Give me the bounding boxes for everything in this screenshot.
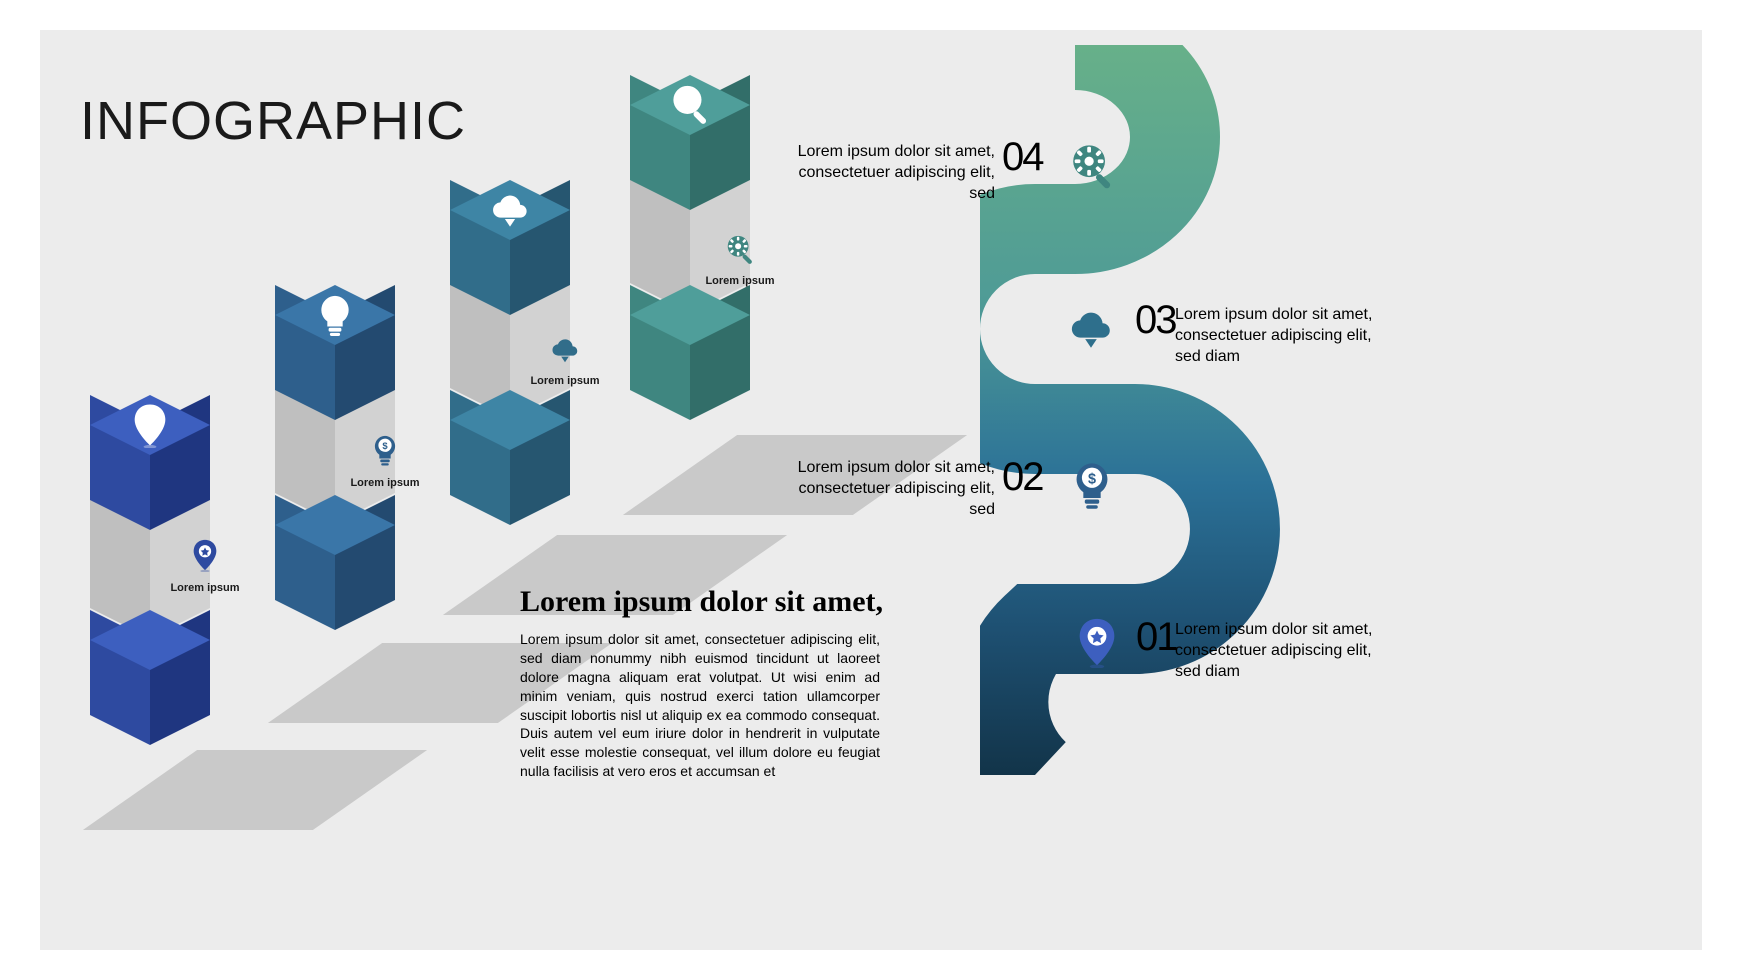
pin-star-icon <box>185 535 225 575</box>
cloud-icon <box>450 170 570 250</box>
cube <box>630 75 750 215</box>
bulb-dollar-icon <box>1065 458 1119 512</box>
step-number: 03 <box>1135 298 1176 343</box>
cube <box>630 285 750 425</box>
column-shadow <box>83 750 427 830</box>
bulb-dollar-icon <box>365 430 405 470</box>
body-heading: Lorem ipsum dolor sit amet, <box>520 585 883 619</box>
cloud-icon <box>545 330 585 370</box>
infographic-canvas: INFOGRAPHIC <box>40 30 1702 950</box>
cube <box>450 390 570 530</box>
bulb-dollar-icon <box>275 275 395 355</box>
mini-label: Lorem ipsum <box>160 582 250 594</box>
cube <box>275 285 395 425</box>
step-number: 02 <box>1002 455 1043 500</box>
cube <box>275 495 395 635</box>
step-text: Lorem ipsum dolor sit amet, consectetuer… <box>780 142 995 204</box>
step-number: 01 <box>1136 615 1177 660</box>
gear-search-icon <box>630 65 750 145</box>
step-text: Lorem ipsum dolor sit amet, consectetuer… <box>780 458 995 520</box>
mini-label: Lorem ipsum <box>520 375 610 387</box>
page-title: INFOGRAPHIC <box>80 90 466 152</box>
cube <box>90 610 210 750</box>
gear-search-icon <box>720 230 760 270</box>
cloud-icon <box>1064 302 1118 356</box>
step-number: 04 <box>1002 135 1043 180</box>
step-text: Lorem ipsum dolor sit amet, consectetuer… <box>1175 620 1390 682</box>
step-text: Lorem ipsum dolor sit amet, consectetuer… <box>1175 305 1390 367</box>
cube <box>450 180 570 320</box>
pin-star-icon <box>1070 615 1124 669</box>
mini-label: Lorem ipsum <box>340 477 430 489</box>
body-copy: Lorem ipsum dolor sit amet, consectetuer… <box>520 630 880 781</box>
pin-star-icon <box>90 385 210 465</box>
cube <box>90 395 210 535</box>
gear-search-icon <box>1065 140 1119 194</box>
mini-label: Lorem ipsum <box>695 275 785 287</box>
